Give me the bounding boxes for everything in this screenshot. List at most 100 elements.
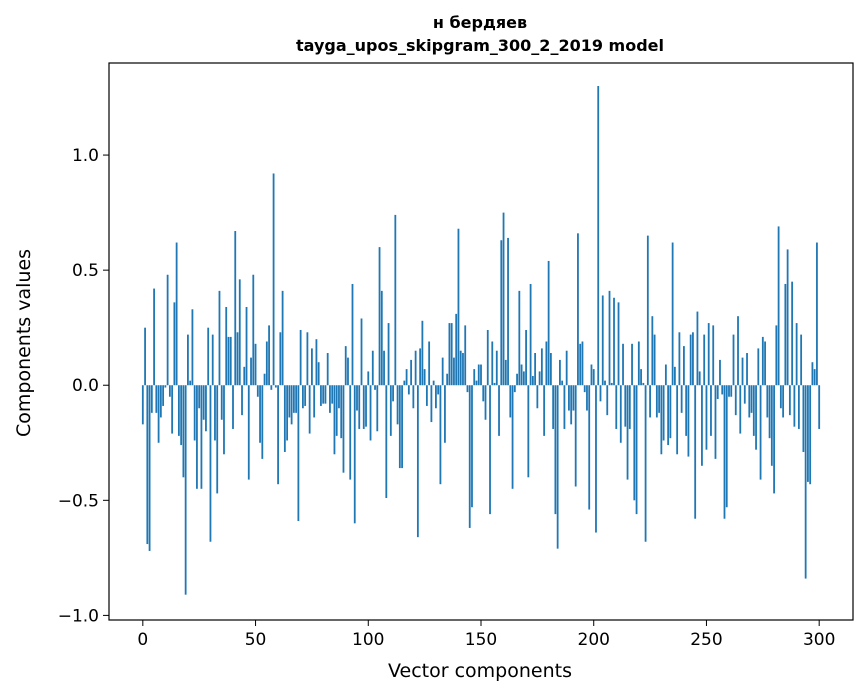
bar-0	[141, 385, 144, 425]
bar-139	[455, 313, 458, 386]
bar-169	[522, 371, 525, 386]
bar-51	[256, 385, 259, 397]
bar-31	[211, 334, 214, 386]
bar-205	[604, 380, 606, 386]
bar-162	[507, 237, 509, 386]
bar-184	[556, 385, 559, 549]
bar-201	[595, 385, 597, 533]
bar-218	[633, 385, 636, 501]
bar-103	[374, 385, 376, 390]
bar-148	[475, 380, 478, 386]
bar-246	[696, 311, 699, 386]
bar-197	[586, 385, 588, 411]
bar-66	[290, 385, 293, 425]
bar-280	[773, 385, 775, 494]
bar-17	[180, 385, 183, 446]
bar-98	[362, 385, 365, 429]
bar-224	[646, 235, 649, 386]
bar-281	[775, 325, 778, 386]
bar-33	[216, 385, 219, 494]
bar-293	[802, 385, 805, 452]
bar-243	[689, 334, 692, 386]
bar-290	[795, 323, 798, 386]
bar-70	[299, 329, 302, 386]
bar-96	[358, 385, 361, 429]
bar-297	[811, 362, 814, 386]
bar-47	[247, 385, 250, 480]
bar-173	[531, 376, 534, 386]
y-axis-ticks: −1.0 −0.5 0.0 0.5 1.0	[58, 146, 109, 626]
bar-250	[705, 385, 708, 450]
bar-14	[173, 302, 176, 386]
bar-107	[383, 350, 385, 386]
bar-216	[628, 385, 631, 429]
bar-100	[367, 371, 370, 386]
bar-86	[335, 385, 338, 436]
y-axis-label: Components values	[13, 249, 35, 437]
bar-128	[430, 385, 433, 423]
bar-259	[725, 385, 728, 508]
bar-272	[755, 385, 757, 450]
bar-176	[538, 371, 541, 386]
bar-284	[782, 385, 785, 418]
bar-209	[613, 297, 615, 386]
bar-115	[401, 385, 403, 469]
bar-155	[491, 341, 494, 386]
bar-83	[329, 385, 331, 413]
bar-271	[752, 385, 755, 436]
bar-137	[450, 323, 453, 386]
bar-248	[701, 385, 703, 466]
bar-203	[599, 385, 602, 402]
bar-59	[274, 385, 277, 388]
bar-97	[360, 318, 363, 386]
bar-267	[743, 385, 746, 404]
bar-202	[597, 86, 600, 386]
bar-163	[509, 385, 512, 418]
bar-30	[209, 385, 212, 542]
bar-145	[468, 385, 471, 528]
bar-208	[610, 382, 613, 386]
bar-159	[500, 240, 503, 386]
bar-233	[667, 385, 670, 446]
bar-106	[380, 290, 383, 386]
bar-94	[353, 385, 356, 524]
bar-156	[493, 382, 496, 386]
bar-274	[759, 385, 762, 480]
bar-258	[723, 385, 726, 519]
bar-141	[459, 350, 462, 386]
bar-85	[333, 385, 336, 455]
bar-63	[283, 385, 286, 452]
bar-167	[518, 290, 521, 386]
bar-270	[750, 385, 753, 413]
bar-180	[547, 260, 550, 386]
bar-112	[394, 214, 397, 386]
bar-41	[234, 231, 237, 386]
bar-168	[520, 364, 523, 386]
bar-147	[473, 369, 476, 386]
x-axis-label: Vector components	[388, 660, 572, 682]
bar-241	[685, 385, 688, 436]
x-tick-label: 250	[690, 630, 722, 650]
bar-188	[565, 350, 568, 386]
bar-215	[626, 385, 629, 480]
bar-263	[734, 385, 737, 416]
bar-219	[635, 385, 638, 515]
bar-26	[200, 385, 203, 489]
bar-288	[791, 281, 794, 386]
bar-228	[655, 385, 658, 418]
bar-165	[513, 385, 516, 393]
bar-13	[171, 385, 174, 434]
bar-262	[732, 334, 735, 386]
bar-264	[737, 316, 739, 386]
bar-191	[572, 385, 575, 411]
plot-frame	[108, 62, 854, 621]
bar-244	[692, 332, 694, 386]
bar-116	[403, 380, 406, 386]
bar-133	[441, 357, 444, 386]
bar-10	[164, 385, 167, 388]
bar-260	[728, 385, 730, 397]
bar-114	[398, 385, 401, 469]
bar-220	[637, 341, 640, 386]
bar-257	[721, 385, 724, 395]
bar-39	[229, 336, 232, 386]
